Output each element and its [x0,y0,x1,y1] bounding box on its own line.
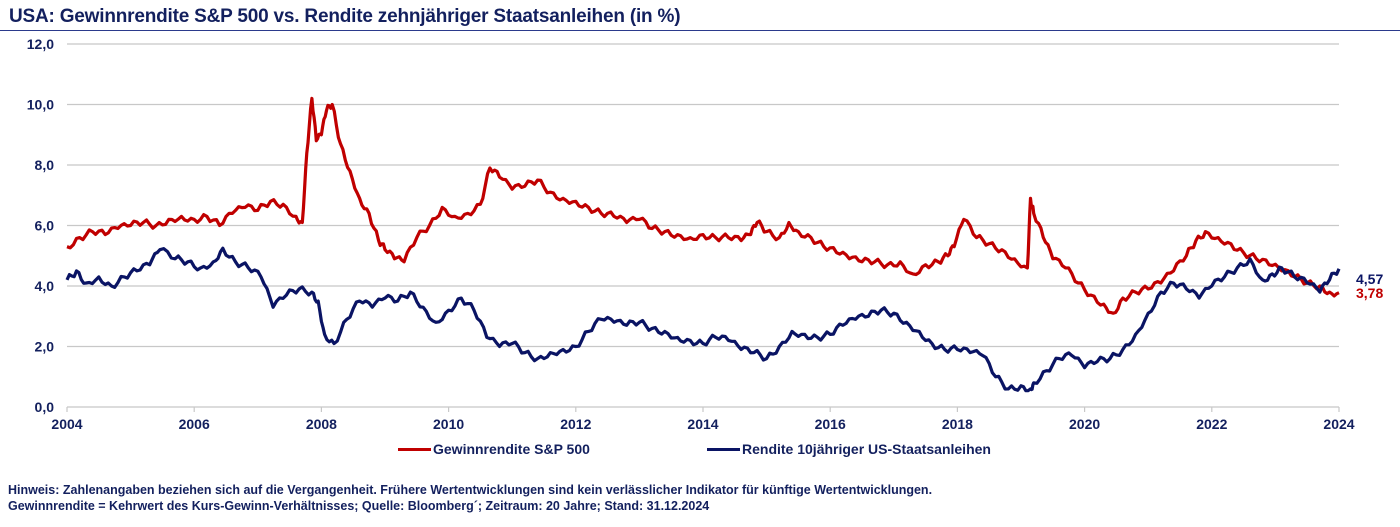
x-axis-ticks: 2004 2006 2008 2010 2012 2014 2016 2018 2020 2022… [51,407,1355,432]
x-tick-label: 2006 [179,416,210,432]
y-tick-label: 6,0 [35,218,55,234]
x-tick-label: 2004 [51,416,82,432]
x-tick-label: 2012 [560,416,591,432]
footnote-disclaimer: Hinweis: Zahlenangaben beziehen sich auf… [8,483,933,497]
x-tick-label: 2008 [306,416,337,432]
gridlines [67,43,1339,408]
footnotes: Hinweis: Zahlenangaben beziehen sich auf… [8,482,932,514]
x-tick-label: 2014 [687,416,718,432]
x-tick-label: 2018 [942,416,973,432]
footnote-source: Gewinnrendite = Kehrwert des Kurs-Gewinn… [8,499,710,513]
legend-label: Rendite 10jähriger US-Staatsanleihen [742,441,991,457]
x-tick-label: 2022 [1196,416,1227,432]
y-tick-label: 4,0 [35,278,55,294]
y-tick-label: 2,0 [35,339,55,355]
end-value-label: 3,78 [1356,285,1383,301]
y-tick-label: 0,0 [35,399,55,415]
x-tick-label: 2010 [433,416,464,432]
x-tick-label: 2024 [1323,416,1354,432]
y-tick-label: 8,0 [35,157,55,173]
x-tick-label: 2016 [815,416,846,432]
series-line-0 [66,96,1340,315]
chart-title: USA: Gewinnrendite S&P 500 vs. Rendite z… [9,6,681,27]
legend-item-rendite: Rendite 10jähriger US-Staatsanleihen [707,441,991,457]
series-line-1 [65,246,1341,393]
y-axis-ticks: 0,0 2,0 4,0 6,0 8,0 10,0 12,0 [27,36,54,415]
legend-swatch-red [398,447,431,451]
y-tick-label: 12,0 [27,36,54,52]
title-divider [0,30,1400,31]
end-labels: 3,784,57 [1356,271,1383,301]
chart-area: 0,0 2,0 4,0 6,0 8,0 10,0 12,0 2004 2006 2008 2010… [27,36,1384,432]
series-lines [65,96,1341,393]
y-tick-label: 10,0 [27,97,54,113]
legend-label: Gewinnrendite S&P 500 [433,441,590,457]
legend-item-gewinnrendite: Gewinnrendite S&P 500 [398,441,590,457]
legend-swatch-blue [707,447,740,451]
end-value-label: 4,57 [1356,271,1383,287]
x-tick-label: 2020 [1069,416,1100,432]
